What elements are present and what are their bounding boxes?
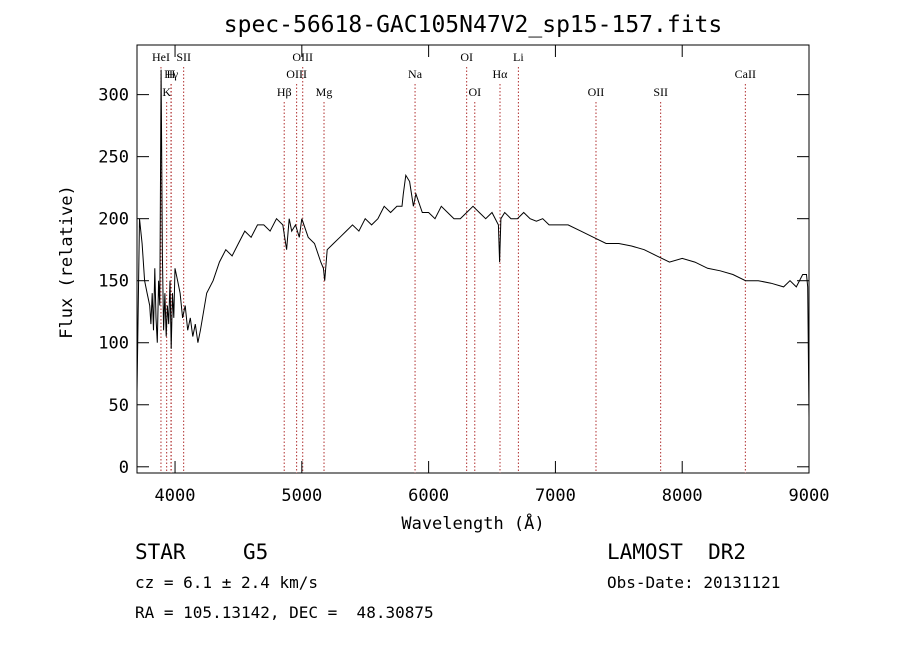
line-marker-label: OIII [286,67,307,81]
y-tick-label: 100 [98,334,129,354]
y-tick-label: 300 [98,86,129,106]
y-tick-label: 0 [119,458,129,478]
line-marker-label: K [162,85,171,99]
y-tick-label: 250 [98,148,129,168]
y-tick-label: 200 [98,210,129,230]
line-marker-label: OI [460,50,473,64]
line-marker-label: SII [176,50,191,64]
x-axis-label: Wavelength (Å) [401,512,544,534]
redshift: cz = 6.1 ± 2.4 km/s [135,573,319,592]
x-tick-label: 6000 [408,486,449,506]
x-tick-label: 5000 [281,486,322,506]
x-tick-label: 8000 [662,486,703,506]
line-marker-label: H [167,67,176,81]
x-tick-label: 4000 [155,486,196,506]
line-marker-label: CaII [735,67,756,81]
line-marker-label: Hγ [164,67,179,81]
x-tick-label: 9000 [789,486,830,506]
obs-date: Obs-Date: 20131121 [607,573,781,592]
line-marker-label: Na [408,67,423,81]
line-marker-label: HeI [152,50,170,64]
y-axis-label: Flux (relative) [57,185,77,339]
x-tick-label: 7000 [535,486,576,506]
spectral-line-markers: HeI SII OIII OI Li HγH OIII Na Hα CaII K Hβ Mg OI OII S… [152,50,756,473]
object-class: STAR [135,540,186,564]
line-marker-label: OI [468,85,481,99]
line-marker-label: OII [588,85,605,99]
line-marker-label: OIII [292,50,313,64]
survey-label: LAMOST DR2 [607,540,747,564]
line-marker-label: SII [653,85,668,99]
line-marker-label: Mg [316,85,333,99]
coordinates: RA = 105.13142, DEC = 48.30875 [135,603,434,622]
line-marker-label: Li [513,50,524,64]
line-marker-label: Hα [493,67,509,81]
y-tick-label: 50 [109,396,129,416]
axis-ticks: 4000 5000 6000 7000 8000 9000 0 50 100 150 200 250 3… [98,45,829,506]
plot-frame [136,44,810,474]
line-marker-label: Hβ [277,85,292,99]
spectrum-chart: spec-56618-GAC105N47V2_sp15-157.fits HeI… [57,12,829,534]
chart-title: spec-56618-GAC105N47V2_sp15-157.fits [224,12,723,38]
subclass: G5 [243,540,269,564]
spectrum-line [136,69,810,418]
y-tick-label: 150 [98,272,129,292]
